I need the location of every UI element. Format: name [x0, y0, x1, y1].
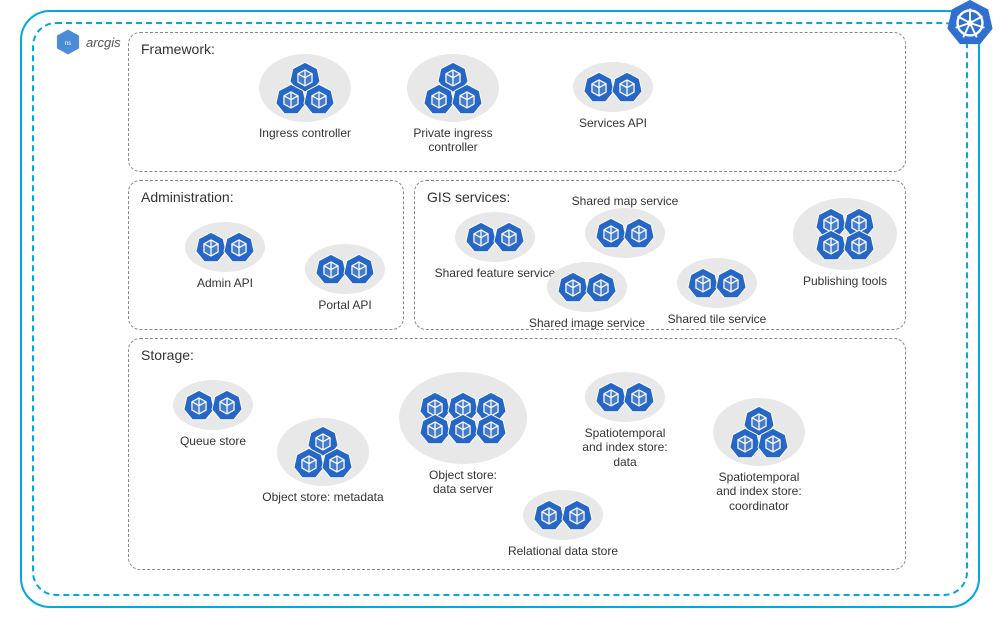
pod-hex-icon	[715, 267, 747, 299]
pod-ellipse	[793, 198, 897, 270]
pod-group-publishing-tools: Publishing tools	[780, 198, 910, 288]
pod-hex-icon	[611, 71, 643, 103]
pod-hex-icon	[451, 83, 483, 115]
pod-label: Services API	[548, 116, 678, 130]
section-title: Storage:	[141, 347, 893, 363]
pod-ellipse	[399, 372, 527, 464]
pod-ellipse	[277, 418, 369, 486]
pod-ellipse	[173, 380, 253, 430]
pod-group-shared-image-service: Shared image service	[522, 262, 652, 330]
pod-label: Object store: metadata	[258, 490, 388, 504]
pod-ellipse	[455, 212, 535, 262]
pod-group-services-api: Services API	[548, 62, 678, 130]
pod-hex-icon	[343, 253, 375, 285]
pod-ellipse	[677, 258, 757, 308]
pod-hex-icon	[623, 217, 655, 249]
pod-hex-icon	[757, 427, 789, 459]
pod-hex-icon	[303, 83, 335, 115]
pod-ellipse	[407, 54, 499, 122]
pod-ellipse	[185, 222, 265, 272]
pod-hex-icon	[475, 413, 507, 445]
pod-hex-icon	[585, 271, 617, 303]
pod-ellipse	[259, 54, 351, 122]
pod-ellipse	[547, 262, 627, 312]
pod-ellipse	[713, 398, 805, 466]
namespace-badge-text: ns	[65, 40, 72, 47]
pod-label: Relational data store	[498, 544, 628, 558]
kubernetes-wheel-icon	[946, 0, 994, 46]
pod-hex-icon	[321, 447, 353, 479]
pod-group-admin-api: Admin API	[160, 222, 290, 290]
pod-hex-icon	[623, 381, 655, 413]
pod-hex-icon	[843, 229, 875, 261]
pod-hex-icon	[211, 389, 243, 421]
pod-ellipse	[585, 372, 665, 422]
pod-group-private-ingress-controller: Private ingress controller	[388, 54, 518, 155]
pod-label: Spatiotemporal and index store: coordina…	[694, 470, 824, 513]
pod-label: Shared map service	[560, 194, 690, 208]
pod-group-object-store-data-server: Object store: data server	[398, 372, 528, 497]
pod-group-ingress-controller: Ingress controller	[240, 54, 370, 140]
pod-ellipse	[585, 208, 665, 258]
pod-label: Admin API	[160, 276, 290, 290]
pod-group-spatiotemporal-coordinator: Spatiotemporal and index store: coordina…	[694, 398, 824, 513]
pod-label: Spatiotemporal and index store: data	[560, 426, 690, 469]
pod-group-object-store-metadata: Object store: metadata	[258, 418, 388, 504]
pod-ellipse	[573, 62, 653, 112]
pod-label: Ingress controller	[240, 126, 370, 140]
namespace-label: arcgis	[86, 35, 121, 50]
pod-group-shared-tile-service: Shared tile service	[652, 258, 782, 326]
pod-group-shared-map-service: Shared map service	[560, 194, 690, 262]
pod-hex-icon	[223, 231, 255, 263]
pod-label: Portal API	[280, 298, 410, 312]
namespace-badge: ns arcgis	[54, 28, 121, 56]
pod-group-portal-api: Portal API	[280, 244, 410, 312]
pod-ellipse	[523, 490, 603, 540]
pod-hex-icon	[561, 499, 593, 531]
pod-group-relational-data-store: Relational data store	[498, 490, 628, 558]
pod-label: Publishing tools	[780, 274, 910, 288]
pod-label: Shared image service	[522, 316, 652, 330]
section-title: Administration:	[141, 189, 391, 205]
pod-group-spatiotemporal-data: Spatiotemporal and index store: data	[560, 372, 690, 469]
pod-label: Private ingress controller	[388, 126, 518, 155]
pod-hex-icon	[493, 221, 525, 253]
pod-label: Shared tile service	[652, 312, 782, 326]
namespace-hex-icon: ns	[54, 28, 82, 56]
pod-ellipse	[305, 244, 385, 294]
